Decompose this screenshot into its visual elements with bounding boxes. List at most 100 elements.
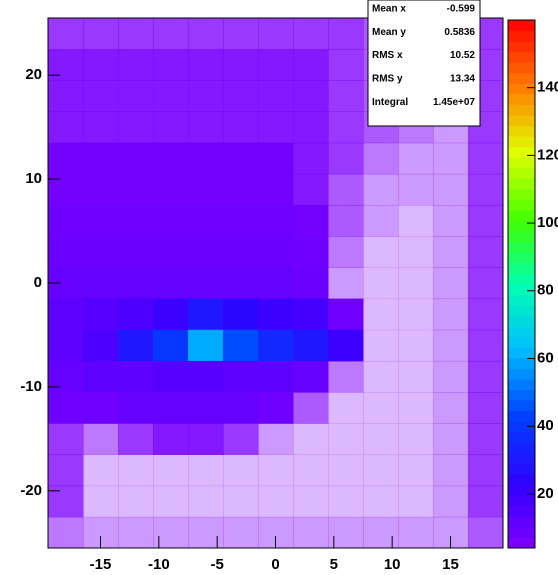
heatmap-cell (118, 454, 154, 487)
heatmap-cell (433, 485, 469, 518)
heatmap-cell (48, 236, 84, 268)
colorbar-band (508, 474, 535, 486)
stats-label: Mean y (372, 27, 406, 38)
z-tick-label: 60 (537, 349, 554, 366)
heatmap-cell (118, 423, 154, 455)
colorbar-band (508, 252, 535, 264)
heatmap-cell (223, 454, 259, 487)
heatmap-cell (48, 454, 84, 487)
heatmap-cell (48, 111, 84, 144)
heatmap-cell (328, 360, 364, 393)
heatmap-cell (48, 205, 84, 237)
heatmap-cell (188, 142, 224, 175)
heatmap-cell (433, 329, 469, 362)
heatmap-cell (223, 516, 259, 549)
heatmap-cell (223, 18, 259, 50)
heatmap-cell (83, 49, 119, 81)
heatmap-cell (328, 111, 364, 144)
colorbar-band (508, 294, 535, 306)
heatmap-cell (433, 423, 469, 455)
colorbar-band (508, 231, 535, 243)
heatmap-cell (328, 298, 364, 331)
heatmap-cell (363, 236, 399, 268)
heatmap-cell (188, 516, 224, 549)
heatmap-cell (433, 236, 469, 268)
stats-label: RMS y (372, 74, 403, 85)
colorbar-band (508, 421, 535, 433)
heatmap-cell (468, 142, 504, 175)
heatmap-cell (293, 236, 329, 268)
heatmap-cell (328, 142, 364, 175)
colorbar-band (508, 20, 535, 32)
heatmap-cell (468, 423, 504, 455)
heatmap-cell (118, 205, 154, 237)
heatmap-cell (83, 423, 119, 455)
heatmap-cell (258, 329, 294, 362)
heatmap-cell (188, 360, 224, 393)
heatmap-cell (433, 173, 469, 206)
x-tick-label: 15 (442, 556, 459, 573)
heatmap-cell (188, 111, 224, 144)
heatmap-cell (83, 485, 119, 518)
z-tick-label: 20 (537, 485, 554, 502)
heatmap-cell (83, 111, 119, 144)
stats-value: 1.45e+07 (433, 97, 475, 108)
heatmap-cell (223, 298, 259, 331)
heatmap-cell (188, 49, 224, 81)
heatmap-cell (153, 80, 189, 113)
heatmap-cell (118, 236, 154, 268)
y-tick-label: 0 (34, 274, 42, 291)
heatmap-cell (293, 142, 329, 175)
heatmap-cell (433, 360, 469, 393)
heatmap-cell (328, 80, 364, 113)
y-tick-label: -10 (20, 378, 42, 395)
colorbar-band (508, 442, 535, 454)
heatmap-cell (118, 18, 154, 50)
heatmap-cell (363, 142, 399, 175)
heatmap-cell (398, 454, 434, 487)
colorbar-band (508, 526, 535, 538)
heatmap-cell (398, 142, 434, 175)
colorbar-band (508, 452, 535, 465)
heatmap-cell (328, 392, 364, 424)
heatmap-cell (118, 516, 154, 549)
colorbar-band (508, 146, 535, 158)
heatmap-cell (293, 111, 329, 144)
heatmap-cell (83, 205, 119, 237)
heatmap-cell (468, 360, 504, 393)
y-tick-label: -20 (20, 482, 42, 499)
heatmap-cell (188, 454, 224, 487)
stats-value: 13.34 (450, 74, 475, 85)
heatmap-cell (153, 360, 189, 393)
stats-value: -0.599 (447, 4, 476, 15)
heatmap-cell (153, 454, 189, 487)
heatmap-cell (223, 485, 259, 518)
heatmap-cell (258, 360, 294, 393)
colorbar-band (508, 62, 535, 74)
heatmap-cell (258, 454, 294, 487)
colorbar-band (508, 188, 535, 201)
heatmap-cell (293, 298, 329, 331)
colorbar-band (508, 199, 535, 211)
heatmap-cell (398, 329, 434, 362)
stats-label: Mean x (372, 4, 406, 15)
colorbar-band (508, 51, 535, 63)
heatmap-cell (433, 298, 469, 331)
colorbar-band (508, 431, 535, 443)
colorbar-frame (507, 19, 536, 549)
heatmap-cell (293, 485, 329, 518)
heatmap-cell (293, 516, 329, 549)
heatmap-cell (258, 18, 294, 50)
heatmap-cell (188, 392, 224, 424)
heatmap-cell (83, 267, 119, 300)
heatmap-cell (328, 516, 364, 549)
y-tick-label: 10 (25, 170, 42, 187)
heatmap-cell (83, 80, 119, 113)
heatmap-cell (258, 49, 294, 81)
colorbar-band (508, 537, 535, 549)
colorbar-band (508, 400, 535, 412)
heatmap-cell (258, 236, 294, 268)
heatmap-cell (118, 360, 154, 393)
heatmap-cell (83, 173, 119, 206)
heatmap-cell (258, 267, 294, 300)
